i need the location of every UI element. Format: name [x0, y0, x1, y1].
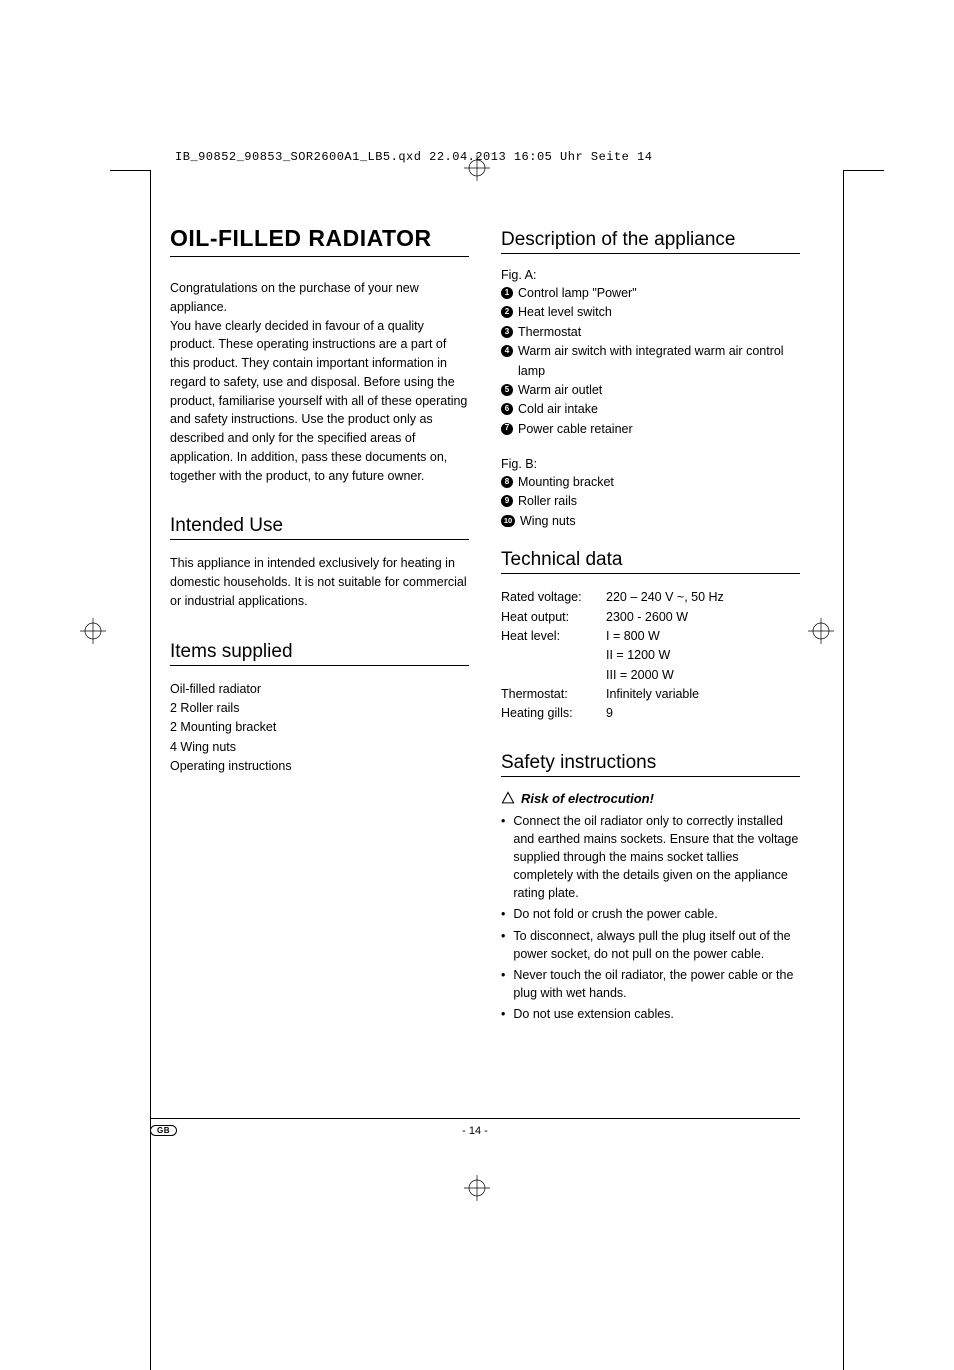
list-item: 2 Roller rails: [170, 699, 469, 718]
fig-a-list: 1Control lamp "Power" 2Heat level switch…: [501, 284, 800, 439]
intended-use-text: This appliance in intended exclusively f…: [170, 554, 469, 610]
print-header: IB_90852_90853_SOR2600A1_LB5.qxd 22.04.2…: [175, 150, 652, 164]
fig-b-label: Fig. B:: [501, 457, 800, 471]
list-item: 4Warm air switch with integrated warm ai…: [501, 342, 800, 381]
page-number: - 14 -: [462, 1125, 488, 1137]
left-column: OIL-FILLED RADIATOR Congratulations on t…: [170, 225, 469, 1026]
number-bubble-icon: 7: [501, 423, 513, 435]
list-item: Operating instructions: [170, 757, 469, 776]
section-heading-description: Description of the appliance: [501, 229, 800, 254]
table-row: Heat level:I = 800 W: [501, 627, 800, 646]
table-row: III = 2000 W: [501, 666, 800, 685]
number-bubble-icon: 2: [501, 306, 513, 318]
registration-mark-icon: [80, 618, 106, 644]
list-item: 2Heat level switch: [501, 303, 800, 322]
technical-data-table: Rated voltage:220 – 240 V ~, 50 Hz Heat …: [501, 588, 800, 724]
number-bubble-icon: 6: [501, 403, 513, 415]
list-item: 6Cold air intake: [501, 400, 800, 419]
list-item: 2 Mounting bracket: [170, 718, 469, 737]
section-heading-intended-use: Intended Use: [170, 515, 469, 540]
safety-subheading: Risk of electrocution!: [501, 791, 800, 806]
registration-mark-icon: [464, 155, 490, 181]
registration-mark-icon: [808, 618, 834, 644]
crop-mark-tr: [804, 130, 884, 210]
list-item: 3Thermostat: [501, 323, 800, 342]
items-supplied-list: Oil-filled radiator 2 Roller rails 2 Mou…: [170, 680, 469, 777]
fig-a-label: Fig. A:: [501, 268, 800, 282]
safety-bullet-list: •Connect the oil radiator only to correc…: [501, 812, 800, 1023]
list-item: 5Warm air outlet: [501, 381, 800, 400]
number-bubble-icon: 10: [501, 515, 515, 527]
language-badge: GB: [150, 1125, 177, 1136]
section-heading-safety: Safety instructions: [501, 752, 800, 777]
section-heading-technical: Technical data: [501, 549, 800, 574]
fig-b-list: 8Mounting bracket 9Roller rails 10Wing n…: [501, 473, 800, 531]
list-item: •To disconnect, always pull the plug its…: [501, 927, 800, 963]
table-row: Rated voltage:220 – 240 V ~, 50 Hz: [501, 588, 800, 607]
section-heading-items-supplied: Items supplied: [170, 641, 469, 666]
list-item: •Do not fold or crush the power cable.: [501, 905, 800, 923]
registration-mark-icon: [464, 1175, 490, 1201]
number-bubble-icon: 3: [501, 326, 513, 338]
number-bubble-icon: 9: [501, 495, 513, 507]
list-item: •Never touch the oil radiator, the power…: [501, 966, 800, 1002]
page-footer: GB - 14 -: [150, 1118, 800, 1136]
page-title: OIL-FILLED RADIATOR: [170, 225, 469, 257]
table-row: Heat output:2300 - 2600 W: [501, 608, 800, 627]
warning-triangle-icon: [501, 791, 515, 805]
list-item: 7Power cable retainer: [501, 420, 800, 439]
page-content: OIL-FILLED RADIATOR Congratulations on t…: [170, 225, 800, 1026]
list-item: •Do not use extension cables.: [501, 1005, 800, 1023]
number-bubble-icon: 4: [501, 345, 513, 357]
right-column: Description of the appliance Fig. A: 1Co…: [501, 225, 800, 1026]
table-row: Heating gills:9: [501, 704, 800, 723]
list-item: 9Roller rails: [501, 492, 800, 511]
list-item: 4 Wing nuts: [170, 738, 469, 757]
number-bubble-icon: 8: [501, 476, 513, 488]
number-bubble-icon: 1: [501, 287, 513, 299]
number-bubble-icon: 5: [501, 384, 513, 396]
list-item: •Connect the oil radiator only to correc…: [501, 812, 800, 903]
list-item: 1Control lamp "Power": [501, 284, 800, 303]
list-item: 10Wing nuts: [501, 512, 800, 531]
table-row: Thermostat:Infinitely variable: [501, 685, 800, 704]
crop-mark-tl: [110, 130, 190, 210]
table-row: II = 1200 W: [501, 646, 800, 665]
list-item: 8Mounting bracket: [501, 473, 800, 492]
intro-text: Congratulations on the purchase of your …: [170, 279, 469, 485]
list-item: Oil-filled radiator: [170, 680, 469, 699]
